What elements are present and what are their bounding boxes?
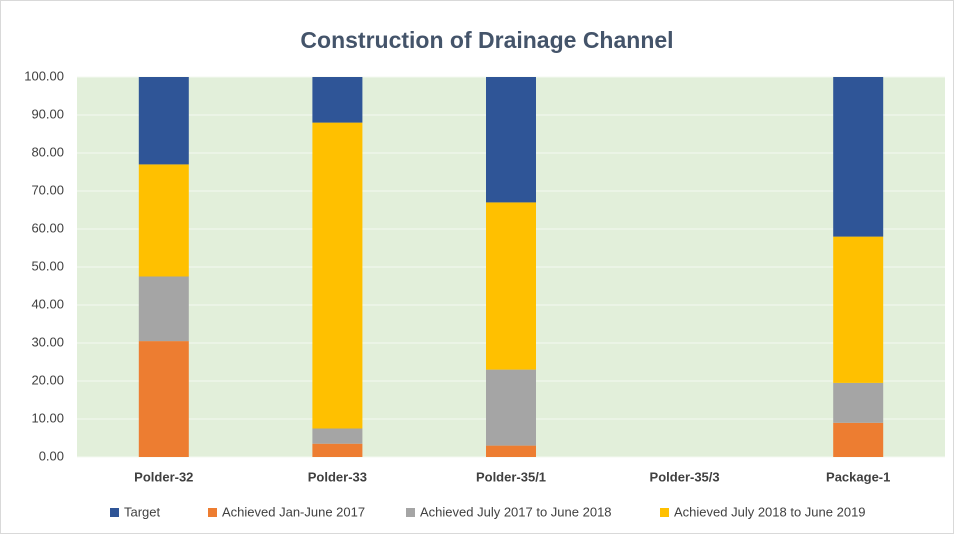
bar-segment [833, 236, 884, 383]
bar-segment [138, 77, 189, 165]
x-tick-label: Polder-35/3 [650, 469, 720, 484]
bar-segment [833, 422, 884, 457]
y-tick-label: 30.00 [31, 334, 64, 349]
y-tick-label: 60.00 [31, 220, 64, 235]
bar-segment [486, 202, 536, 370]
legend-swatch [208, 508, 217, 517]
bar-segment [312, 428, 363, 444]
chart-title: Construction of Drainage Channel [300, 27, 673, 53]
bar-segment [486, 77, 536, 203]
legend-label: Target [124, 504, 161, 519]
y-tick-label: 70.00 [31, 182, 64, 197]
x-tick-label: Polder-32 [134, 469, 193, 484]
legend-swatch [660, 508, 669, 517]
bar-segment [833, 382, 884, 423]
legend-label: Achieved Jan-June 2017 [222, 504, 365, 519]
bar-segment [138, 341, 189, 457]
bar-segment [312, 443, 363, 457]
legend-swatch [110, 508, 119, 517]
y-tick-label: 0.00 [39, 448, 64, 463]
x-tick-label: Package-1 [826, 469, 890, 484]
bar-segment [312, 77, 363, 123]
x-tick-label: Polder-33 [308, 469, 367, 484]
bar-segment [486, 445, 536, 457]
legend-swatch [406, 508, 415, 517]
bar-segment [486, 369, 536, 446]
legend-label: Achieved July 2017 to June 2018 [420, 504, 612, 519]
y-tick-label: 50.00 [31, 258, 64, 273]
bar-segment [138, 164, 189, 277]
y-tick-label: 100.00 [24, 68, 64, 83]
legend-label: Achieved July 2018 to June 2019 [674, 504, 866, 519]
bar-segment [138, 276, 189, 342]
y-tick-label: 90.00 [31, 106, 64, 121]
y-tick-label: 80.00 [31, 144, 64, 159]
bar-segment [833, 77, 884, 237]
x-tick-label: Polder-35/1 [476, 469, 546, 484]
bar-segment [312, 122, 363, 429]
y-tick-label: 40.00 [31, 296, 64, 311]
y-tick-label: 20.00 [31, 372, 64, 387]
y-tick-label: 10.00 [31, 410, 64, 425]
